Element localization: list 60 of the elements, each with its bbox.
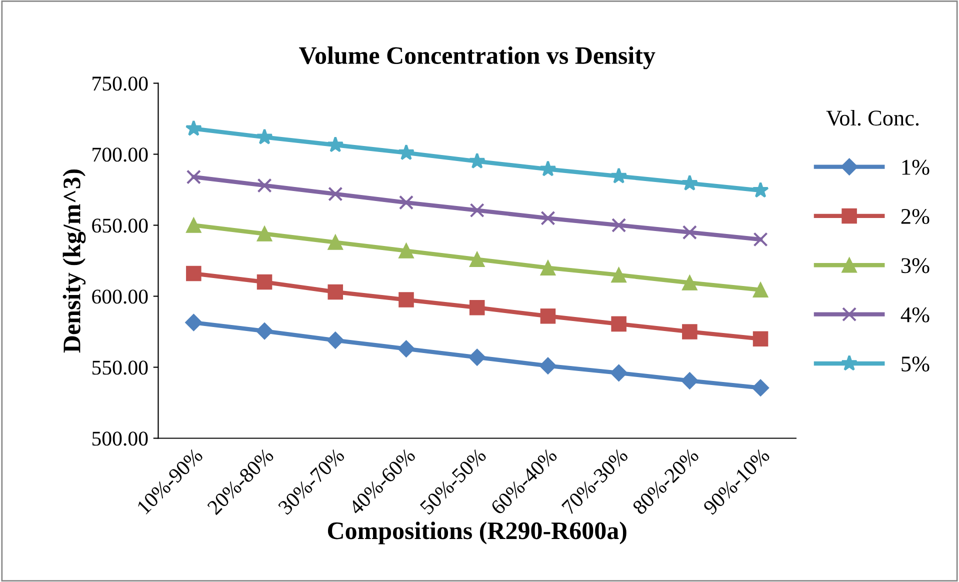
point: [611, 267, 626, 283]
point: [752, 331, 768, 346]
point: [186, 266, 202, 282]
point: [682, 324, 698, 340]
point: [468, 152, 486, 169]
y-tick-label: 600.00: [92, 290, 148, 304]
y-tick-label: 650.00: [92, 218, 148, 233]
x-axis-title: Compositions (R290-R600a): [328, 522, 626, 544]
point: [753, 232, 768, 247]
point: [398, 340, 415, 358]
point: [681, 372, 698, 390]
point: [398, 292, 414, 308]
point: [328, 186, 343, 202]
point: [539, 357, 557, 374]
point: [612, 218, 626, 233]
point: [256, 322, 274, 340]
legend-title: Vol. Conc.: [826, 110, 919, 126]
point: [752, 379, 770, 396]
point: [326, 332, 344, 349]
point: [540, 308, 556, 324]
legend-label: 5%: [902, 356, 930, 372]
point: [470, 203, 484, 218]
point: [682, 275, 698, 290]
point: [328, 234, 344, 250]
point: [398, 144, 415, 160]
point: [257, 178, 272, 193]
point: [752, 282, 768, 298]
point: [186, 170, 201, 184]
point: [681, 174, 698, 191]
point: [185, 120, 202, 136]
legend-label: 1%: [902, 160, 930, 175]
y-tick-label: 500.00: [92, 432, 148, 446]
point: [328, 284, 344, 300]
point: [256, 128, 273, 144]
point: [327, 136, 344, 152]
point: [540, 260, 556, 276]
point: [185, 314, 202, 332]
point: [610, 168, 628, 184]
point: [186, 218, 202, 233]
legend-label: 3%: [901, 258, 930, 274]
point: [540, 210, 556, 226]
point: [610, 364, 628, 382]
y-axis-title: Density (kg/m^3): [62, 170, 86, 353]
point: [256, 274, 272, 290]
point: [469, 300, 485, 316]
y-tick-label: 700.00: [92, 148, 148, 162]
point: [469, 252, 485, 267]
y-tick-label: 750.00: [92, 76, 148, 91]
y-tick-label: 550.00: [92, 360, 148, 375]
point: [256, 226, 272, 242]
legend-label: 2%: [901, 208, 930, 224]
point: [682, 225, 697, 240]
point: [468, 348, 486, 366]
point: [540, 160, 556, 176]
point: [611, 316, 626, 332]
point: [752, 182, 769, 198]
legend-label: 4%: [900, 307, 930, 322]
point: [398, 195, 414, 210]
point: [398, 243, 414, 258]
chart-title: Volume Concentration vs Density: [299, 46, 656, 70]
